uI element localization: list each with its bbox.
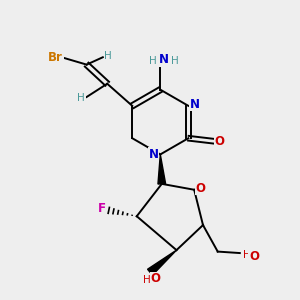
Text: O: O [215,135,225,148]
Text: N: N [190,98,200,111]
Polygon shape [158,154,166,184]
Text: O: O [150,272,160,285]
Text: H: H [143,275,151,285]
Text: H: H [104,51,112,61]
Text: H: H [149,56,157,66]
Text: H: H [171,56,178,66]
Text: H: H [243,250,251,260]
Text: H: H [77,94,85,103]
Text: O: O [249,250,259,262]
Text: O: O [196,182,206,195]
Text: Br: Br [48,51,63,64]
Text: N: N [149,148,159,161]
Text: F: F [98,202,106,215]
Polygon shape [148,250,176,275]
Text: N: N [159,53,169,66]
